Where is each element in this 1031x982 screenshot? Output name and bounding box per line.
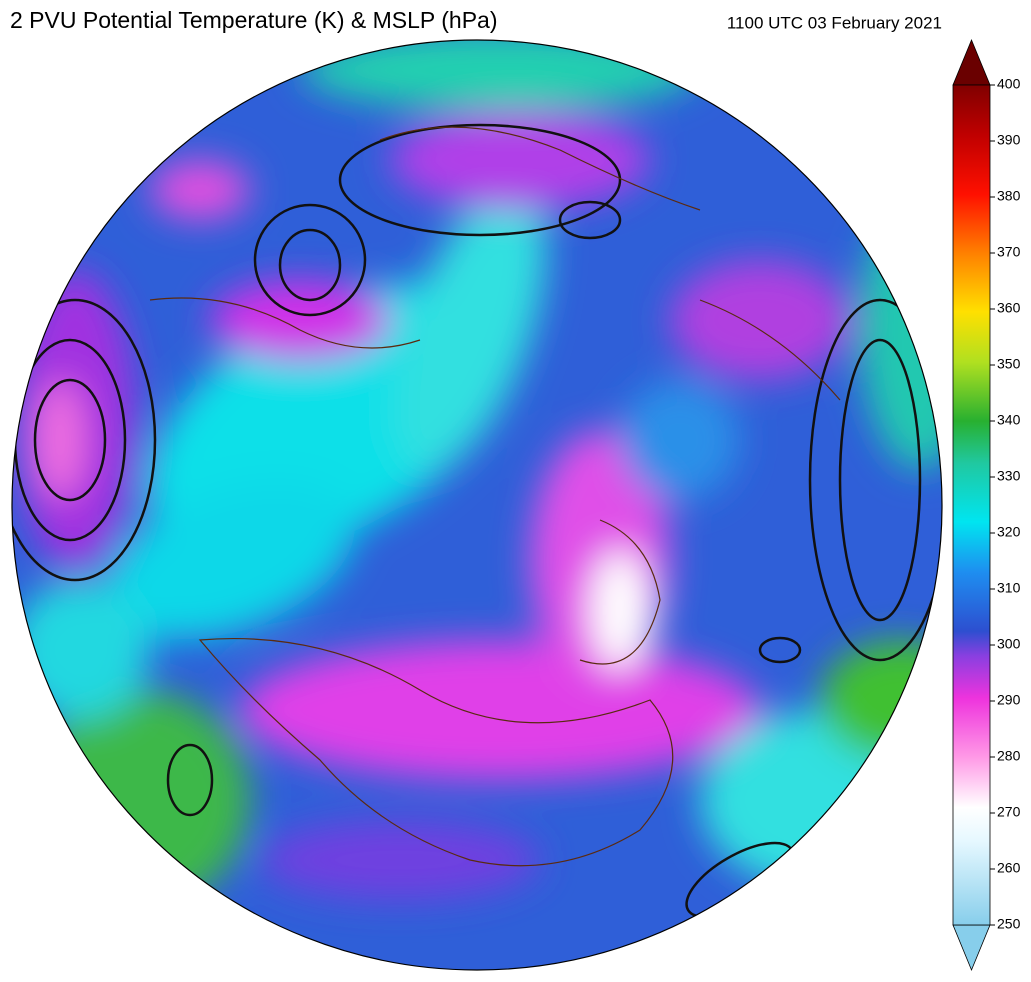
colorbar-tick-label: 290 — [997, 692, 1021, 708]
colorbar-tick-label: 390 — [997, 132, 1021, 148]
colorbar-tick-label: 250 — [997, 916, 1021, 932]
colorbar-tick-label: 340 — [997, 412, 1021, 428]
globe-outline — [11, 39, 943, 971]
colorbar-tick-label: 380 — [997, 188, 1021, 204]
colorbar-tick-label: 330 — [997, 468, 1021, 484]
colorbar-tick-label: 280 — [997, 748, 1021, 764]
timestamp: 1100 UTC 03 February 2021 — [727, 13, 942, 32]
globe — [12, 40, 942, 970]
colorbar-tick-label: 370 — [997, 244, 1021, 260]
colorbar-tick-label: 260 — [997, 860, 1021, 876]
colorbar-ticks: 250 260 270 280 290 300 310 320 330 340 350 360 370 3… — [990, 76, 1021, 932]
colorbar-tick-label: 270 — [997, 804, 1021, 820]
colorbar-tick-label: 320 — [997, 524, 1021, 540]
colorbar-tick-label: 350 — [997, 356, 1021, 372]
colorbar — [952, 38, 991, 972]
colorbar-tick-label: 360 — [997, 300, 1021, 316]
colorbar-tick-label: 400 — [997, 76, 1021, 92]
colorbar-tick-label: 300 — [997, 636, 1021, 652]
map-title: 2 PVU Potential Temperature (K) & MSLP (… — [10, 7, 497, 33]
colorbar-tick-label: 310 — [997, 580, 1021, 596]
